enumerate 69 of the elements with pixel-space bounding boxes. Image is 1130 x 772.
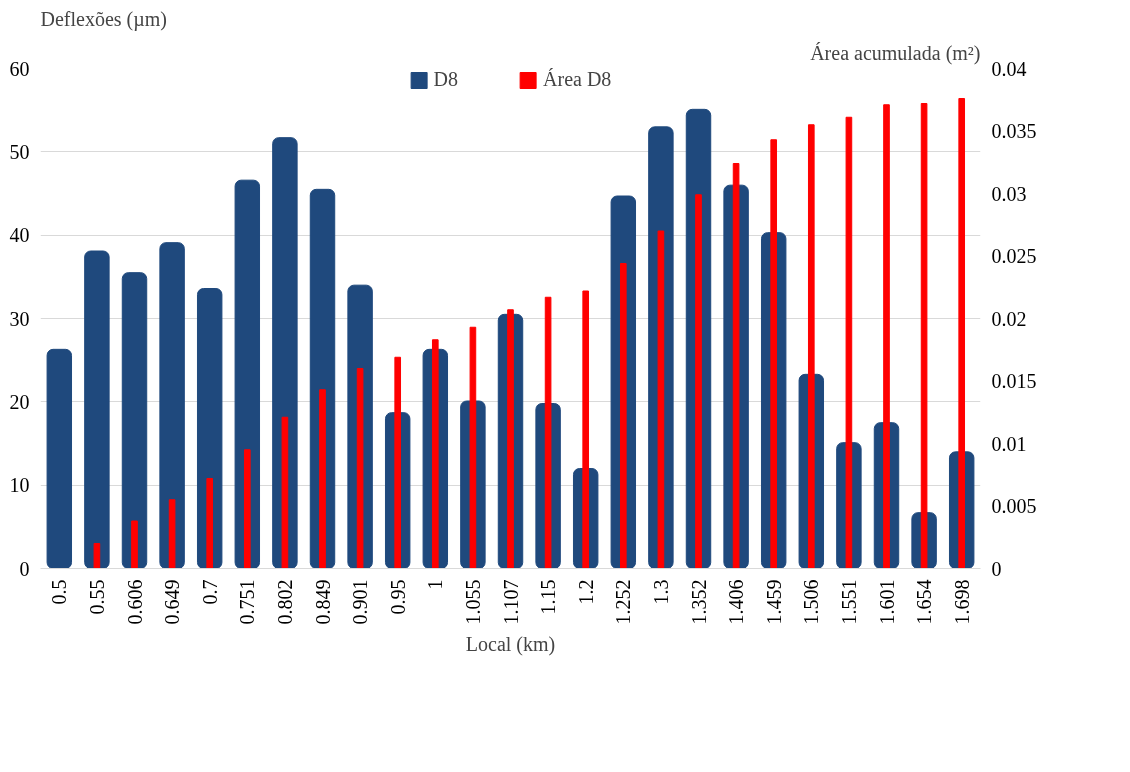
x-tick-label: 0.606: [123, 579, 146, 625]
y-tick-label: 20: [9, 390, 30, 413]
x-tick-label: 1.551: [837, 579, 860, 625]
bar: [883, 104, 890, 569]
bar: [582, 290, 590, 569]
x-tick-label: 0.5: [48, 579, 71, 605]
y-tick-label: 10: [9, 474, 30, 497]
x-tick-label: 1: [424, 579, 447, 590]
y2-tick-label: 0.015: [991, 370, 1037, 392]
bar: [168, 499, 176, 569]
x-tick-label: 1.252: [612, 579, 635, 625]
x-tick-label: 1.459: [762, 579, 785, 625]
bar: [159, 242, 185, 569]
x-tick-label: 1.601: [875, 579, 898, 625]
x-tick-label: 1.107: [499, 579, 522, 625]
bar: [958, 98, 966, 569]
bar: [84, 250, 110, 569]
y2-tick-label: 0.025: [991, 245, 1037, 267]
bar: [695, 194, 702, 569]
bar: [121, 272, 148, 569]
x-tick-label: 1.698: [950, 579, 973, 625]
x-tick-label: 1.15: [537, 579, 560, 615]
x-tick-label: 1.2: [574, 579, 597, 605]
y2-tick-label: 0.01: [991, 432, 1027, 455]
y-tick-label: 40: [9, 224, 30, 247]
bar: [319, 389, 326, 569]
bar: [356, 368, 364, 569]
y2-tick-label: 0.03: [991, 182, 1027, 205]
x-axis-title: Local (km): [465, 632, 556, 656]
bar: [243, 449, 251, 569]
bar: [196, 288, 223, 569]
x-tick-label: 1.406: [725, 579, 748, 625]
y2-axis-title: Área acumulada (m²): [810, 41, 981, 65]
y2-tick-label: 0: [991, 557, 1002, 580]
x-tick-label: 1.352: [687, 579, 710, 625]
bar: [394, 356, 402, 569]
bar: [770, 139, 778, 569]
y2-tick-label: 0.005: [991, 495, 1037, 517]
y-tick-label: 50: [9, 140, 30, 163]
bar: [46, 348, 73, 569]
y2-tick-label: 0.04: [991, 57, 1027, 80]
legend-label: D8: [433, 68, 459, 91]
y-axis-title: Deflexões (µm): [40, 7, 167, 31]
x-tick-label: 1.654: [913, 579, 936, 625]
x-tick-label: 1.3: [649, 579, 672, 605]
x-tick-label: 1.055: [461, 579, 484, 625]
bar: [657, 230, 665, 569]
y-tick-label: 0: [19, 557, 30, 580]
bar: [272, 137, 298, 569]
bar: [281, 416, 289, 569]
x-tick-label: 0.802: [273, 579, 296, 625]
bar: [93, 543, 101, 569]
x-tick-label: 0.901: [349, 579, 372, 625]
y2-tick-label: 0.035: [991, 120, 1037, 142]
bar: [234, 179, 261, 569]
x-tick-label: 0.55: [85, 579, 108, 615]
x-tick-label: 0.849: [311, 579, 334, 625]
bar: [507, 309, 514, 569]
x-tick-label: 0.7: [198, 579, 221, 605]
x-tick-label: 1.506: [800, 579, 823, 625]
x-tick-label: 0.95: [386, 579, 409, 615]
y-tick-label: 60: [9, 57, 30, 80]
y2-tick-label: 0.02: [991, 307, 1027, 330]
bar: [131, 520, 138, 569]
y-tick-label: 30: [9, 307, 30, 330]
x-tick-label: 0.649: [161, 579, 184, 625]
legend-label: Área D8: [543, 68, 612, 91]
x-tick-label: 0.751: [236, 579, 259, 625]
bar: [206, 478, 214, 569]
